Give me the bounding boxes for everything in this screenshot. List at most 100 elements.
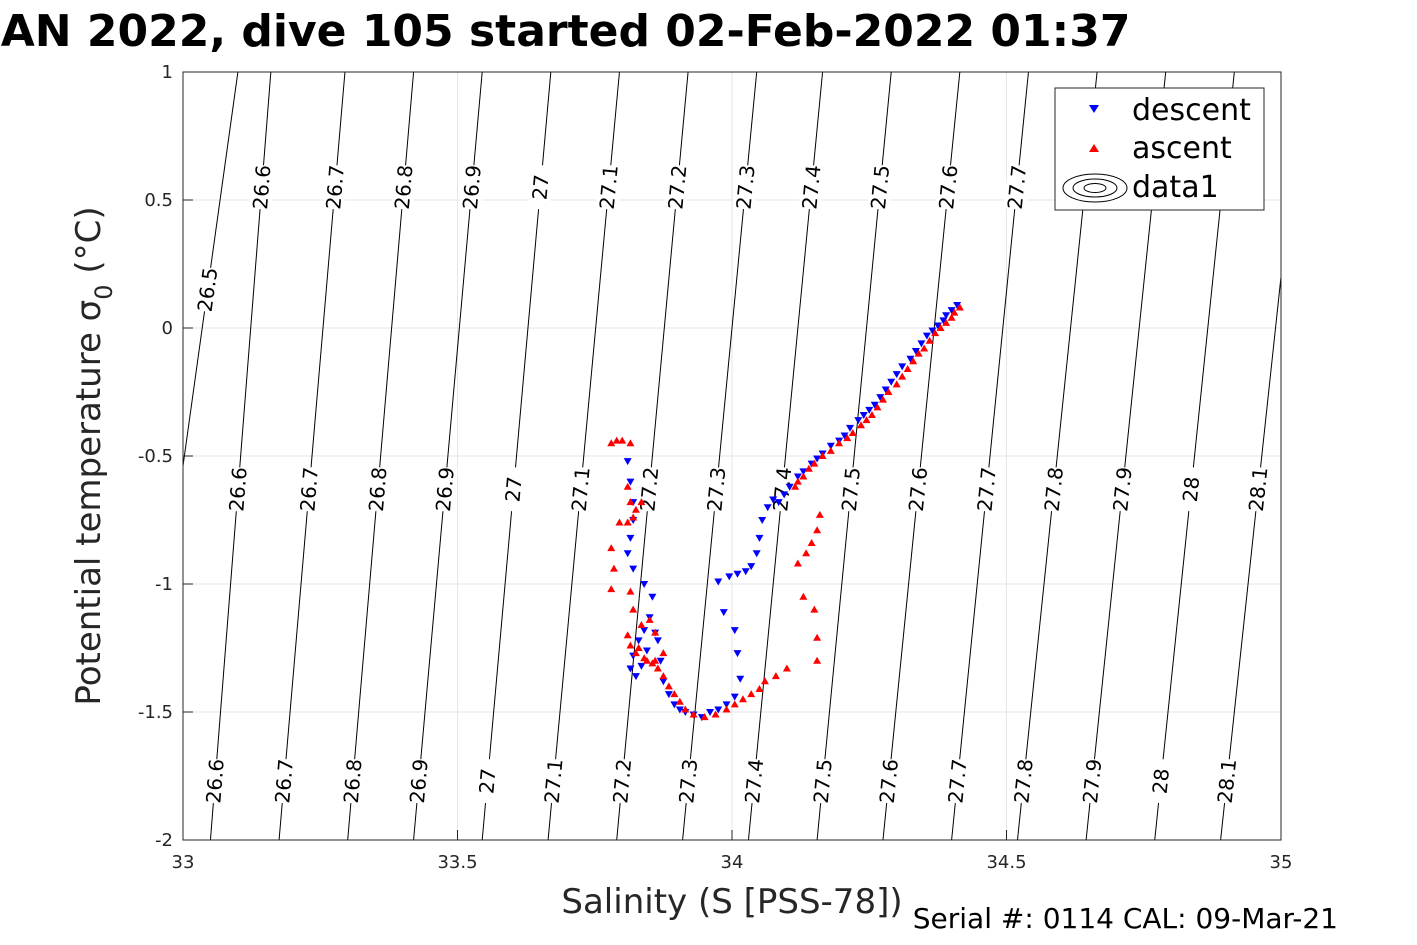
descent-point xyxy=(917,340,926,348)
contour-label: 26.8 xyxy=(339,758,367,804)
contour-label-gap xyxy=(1109,466,1136,513)
descent-point xyxy=(659,678,668,686)
x-axis-label: Salinity (S [PSS-78]) xyxy=(561,882,902,922)
ascent-point xyxy=(755,684,764,692)
ascent-point xyxy=(629,605,638,613)
descent-point xyxy=(846,424,855,432)
contour-label-gap xyxy=(432,466,458,513)
contour-label-gap xyxy=(867,164,894,211)
contour-label-gap xyxy=(567,466,594,513)
ascent-point xyxy=(862,416,871,424)
contour-label-gap xyxy=(798,164,825,211)
contour-label-gap xyxy=(1040,466,1068,513)
ascent-point xyxy=(730,700,739,708)
contour-label: 26.9 xyxy=(405,758,433,804)
contour-label: 27.2 xyxy=(635,466,663,513)
descent-point xyxy=(664,691,673,699)
contour-label: 27.3 xyxy=(732,164,760,211)
contour-label-gap xyxy=(732,164,759,211)
contour-label-gap xyxy=(664,164,691,211)
descent-point xyxy=(752,550,761,558)
descent-point xyxy=(648,593,657,601)
descent-point xyxy=(933,322,942,330)
ascent-point xyxy=(793,559,802,567)
descent-point xyxy=(706,709,715,716)
legend-ascent-marker xyxy=(1089,144,1099,152)
descent-point xyxy=(947,307,956,315)
descent-point xyxy=(653,637,662,645)
descent-point xyxy=(634,637,643,645)
contour-label-gap xyxy=(225,466,251,513)
descent-point xyxy=(714,578,723,586)
contour-label: 27.6 xyxy=(904,466,932,513)
descent-point xyxy=(785,483,794,491)
ascent-point xyxy=(807,539,816,547)
ascent-point xyxy=(947,313,956,321)
contour-label: 26.6 xyxy=(248,164,275,210)
ascent-point xyxy=(810,605,819,613)
contour-label: 27 xyxy=(474,767,500,794)
contour-label: 27.2 xyxy=(608,758,636,805)
ascent-point xyxy=(631,505,640,513)
ascent-point xyxy=(848,428,857,436)
ascent-point xyxy=(651,628,660,636)
descent-point xyxy=(769,496,778,504)
y-tick-label: -2 xyxy=(155,830,173,851)
ascent-point xyxy=(623,482,632,490)
descent-point xyxy=(719,609,728,617)
descent-point xyxy=(623,458,632,466)
contour-label: 26.6 xyxy=(224,466,251,512)
ascent-point xyxy=(873,403,882,411)
y-tick-label: -1.5 xyxy=(138,702,173,723)
descent-point xyxy=(755,534,764,542)
descent-point xyxy=(730,627,739,635)
contour-label: 27.1 xyxy=(540,758,568,805)
ascent-point xyxy=(711,710,720,718)
y-tick-label: 0 xyxy=(162,318,173,339)
contour-label: 27.7 xyxy=(1003,164,1031,211)
descent-point xyxy=(736,675,745,683)
contour-label: 27 xyxy=(527,173,553,200)
ascent-point xyxy=(813,633,822,641)
contour-label-gap xyxy=(875,758,903,805)
ascent-point xyxy=(659,649,668,657)
contour-label-gap xyxy=(1010,758,1037,805)
ascent-point xyxy=(747,690,756,698)
ascent-point xyxy=(626,587,635,595)
contour-label-gap xyxy=(609,758,636,805)
contour-label: 27.8 xyxy=(1040,466,1068,513)
ascent-point xyxy=(609,564,618,572)
ascent-point xyxy=(637,498,646,506)
descent-point xyxy=(623,550,632,558)
descent-point xyxy=(763,504,772,512)
ascent-point xyxy=(857,421,866,429)
contour-label-gap xyxy=(703,466,730,513)
descent-point xyxy=(799,468,808,476)
ascent-point xyxy=(664,682,673,690)
ascent-point xyxy=(700,713,709,721)
contour-label-gap xyxy=(935,164,962,211)
descent-point xyxy=(640,627,649,635)
contour-label-gap xyxy=(595,164,622,211)
descent-point xyxy=(953,301,962,309)
descent-point xyxy=(741,568,750,576)
ascent-point xyxy=(623,518,632,526)
contour-label-gap xyxy=(364,466,391,513)
descent-point xyxy=(911,348,920,356)
ascent-point xyxy=(651,656,660,664)
contour-label-gap xyxy=(1177,466,1205,513)
ascent-point xyxy=(810,459,819,467)
ascent-point xyxy=(631,649,640,657)
contour-label-gap xyxy=(675,758,702,805)
contour-label: 28 xyxy=(1178,475,1204,503)
contour-label: 26.7 xyxy=(270,758,298,804)
ascent-point xyxy=(843,434,852,442)
contour-label: 27.6 xyxy=(875,758,903,805)
contour-label: 28 xyxy=(1148,767,1174,795)
contour-label: 27.5 xyxy=(866,164,894,211)
ascent-point xyxy=(782,664,791,672)
ascent-point xyxy=(909,357,918,365)
contour-label-gap xyxy=(1003,164,1031,211)
serial-calibration-text: Serial #: 0114 CAL: 09-Mar-21 xyxy=(913,902,1338,935)
